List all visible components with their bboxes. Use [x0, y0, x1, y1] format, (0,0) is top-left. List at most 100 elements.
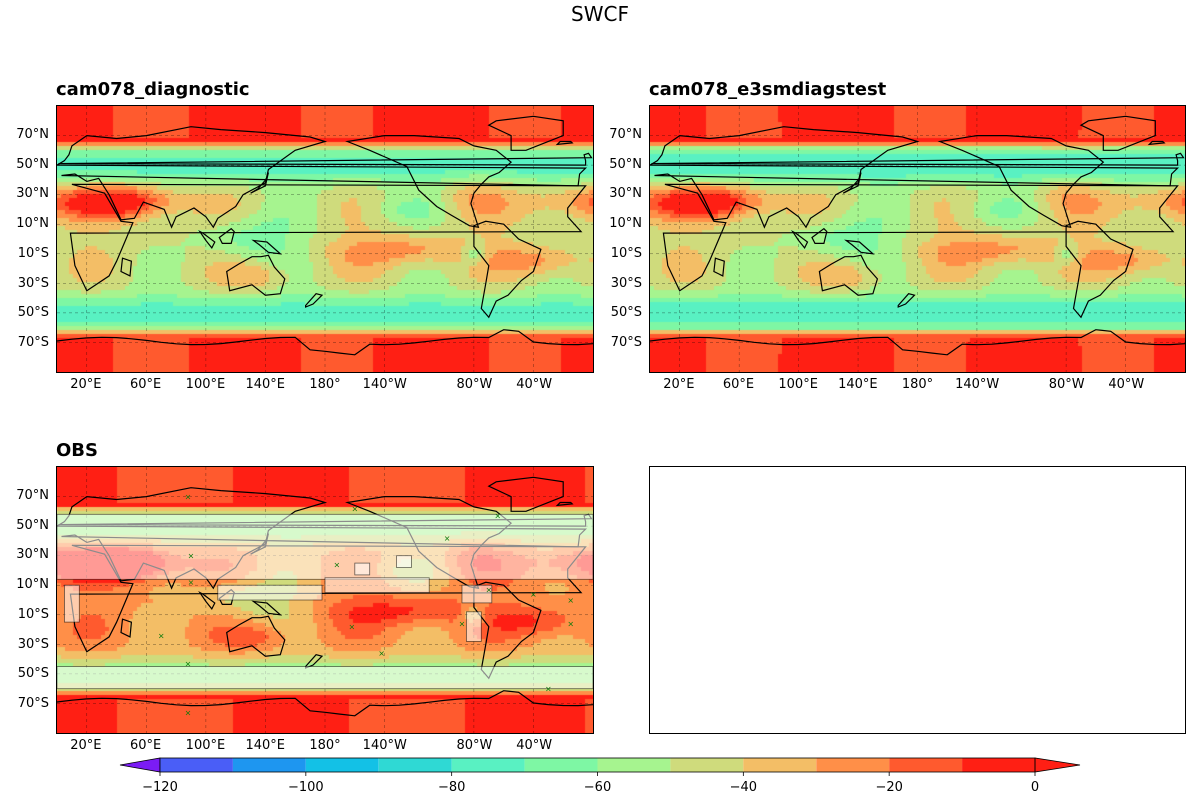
- coastline-3: [473, 220, 542, 319]
- coastline-12: [1147, 140, 1166, 146]
- panel-title-1: cam078_diagnostic: [56, 79, 250, 100]
- station-marker-8: ×: [334, 561, 341, 570]
- station-marker-6: ×: [348, 623, 355, 632]
- colorbar-tick-label: −80: [437, 780, 466, 795]
- masked-region-6: [396, 555, 412, 568]
- map-panel-cam078-e3smdiagstest: [649, 105, 1186, 373]
- coastline-11: [120, 257, 133, 277]
- lon-tick-label: 40°W: [1108, 377, 1145, 392]
- coastline-6: [198, 591, 216, 611]
- lat-tick-label: 10°N: [609, 216, 642, 232]
- colorbar-tick-label: −120: [142, 780, 178, 795]
- lon-tick-label: 180°: [309, 377, 341, 392]
- colorbar-extend-min: [119, 757, 161, 773]
- lat-tick-label: 30°N: [16, 547, 49, 563]
- colorbar-segment-1: [160, 758, 233, 772]
- masked-region-3: [57, 666, 593, 690]
- lat-tick-label: 70°N: [16, 487, 49, 503]
- station-marker-9: ×: [444, 534, 451, 543]
- coastline-4: [226, 615, 286, 657]
- lon-tick-label: 140°E: [245, 377, 285, 392]
- masked-region-1: [217, 584, 323, 601]
- coastline-6: [790, 230, 809, 250]
- lat-tick-label: 50°S: [17, 305, 49, 321]
- masked-region-5: [354, 562, 371, 576]
- lon-tick-label: 100°E: [185, 738, 226, 753]
- lon-tick-label: 100°E: [778, 377, 818, 392]
- coastline-6: [198, 230, 216, 250]
- masked-region-4: [64, 584, 80, 623]
- lat-tick-label: 30°N: [609, 186, 642, 202]
- coastline-4: [818, 254, 879, 296]
- colorbar-tick-label: −20: [875, 780, 903, 795]
- lat-tick-label: 70°S: [17, 696, 49, 712]
- map-panel-obs: × × × × × × × × × × × × × × × × × ×: [56, 466, 594, 734]
- colorbar-segment-2: [232, 758, 306, 772]
- colorbar-tick-label: −100: [287, 780, 324, 795]
- coastline-0: [662, 183, 1179, 292]
- colorbar-segment-9: [743, 758, 817, 772]
- map-overlay: × × × × × × × × × × × × × × × × × ×: [57, 467, 593, 733]
- lon-tick-label: 140°E: [838, 377, 878, 392]
- lat-tick-label: 50°S: [610, 305, 642, 321]
- station-marker-3: ×: [188, 578, 195, 587]
- lon-tick-label: 140°W: [362, 377, 407, 392]
- coastline-11: [713, 257, 725, 277]
- lat-tick-label: 50°N: [609, 156, 642, 172]
- lat-tick-label: 10°S: [17, 245, 49, 261]
- coastline-2: [345, 135, 513, 228]
- lon-tick-label: 60°E: [722, 377, 755, 392]
- coastline-8: [251, 239, 283, 255]
- coastline-8: [251, 600, 283, 616]
- coastline-3: [1065, 220, 1134, 319]
- lon-tick-label: 20°E: [70, 377, 102, 392]
- map-overlay: [57, 106, 593, 372]
- coastline-12: [555, 501, 574, 507]
- masked-region-0: [57, 513, 593, 580]
- colorbar-segment-7: [597, 758, 671, 772]
- coastline-7: [218, 227, 235, 244]
- lat-tick-label: 50°N: [16, 156, 49, 172]
- station-marker-11: ×: [459, 620, 466, 629]
- coastline-5: [487, 115, 564, 151]
- coastline-3: [473, 581, 542, 680]
- masked-region-7: [461, 584, 493, 604]
- coastline-8: [844, 239, 875, 255]
- lon-tick-label: 60°E: [130, 377, 162, 392]
- colorbar-segment-6: [524, 758, 598, 772]
- station-marker-14: ×: [567, 596, 574, 605]
- lat-tick-label: 70°S: [17, 335, 49, 351]
- station-marker-15: ×: [567, 620, 574, 629]
- colorbar-extend-max: [1034, 757, 1081, 773]
- coastline-9: [250, 172, 269, 194]
- lat-tick-label: 30°S: [610, 275, 642, 291]
- colorbar: [119, 757, 1081, 776]
- lat-tick-label: 10°N: [16, 577, 49, 593]
- station-marker-4: ×: [158, 631, 165, 640]
- panel-title-2: cam078_e3smdiagstest: [649, 79, 887, 100]
- lat-tick-label: 30°N: [16, 186, 49, 202]
- coastline-13: [897, 293, 916, 308]
- station-marker-16: ×: [545, 685, 552, 694]
- colorbar-segment-8: [670, 758, 744, 772]
- lon-tick-label: 140°E: [245, 738, 285, 753]
- station-marker-0: ×: [185, 493, 192, 502]
- colorbar-tick-label: 0: [1030, 780, 1040, 795]
- station-marker-7: ×: [378, 649, 385, 658]
- coastline-7: [811, 227, 828, 244]
- lat-tick-label: 70°N: [609, 126, 642, 142]
- colorbar-segment-4: [378, 758, 452, 772]
- panel-title-3: OBS: [56, 440, 98, 461]
- colorbar-tick-label: −40: [729, 780, 758, 795]
- station-marker-12: ×: [485, 586, 492, 595]
- lon-tick-label: 100°E: [185, 377, 226, 392]
- colorbar-segment-5: [451, 758, 525, 772]
- lat-tick-label: 70°S: [610, 335, 642, 351]
- station-marker-2: ×: [188, 552, 195, 561]
- lon-tick-label: 40°W: [516, 738, 553, 753]
- coastline-4: [226, 254, 286, 296]
- station-marker-13: ×: [530, 590, 537, 599]
- empty-panel: [649, 466, 1186, 734]
- coastline-5: [487, 476, 564, 512]
- masked-region-8: [465, 611, 482, 642]
